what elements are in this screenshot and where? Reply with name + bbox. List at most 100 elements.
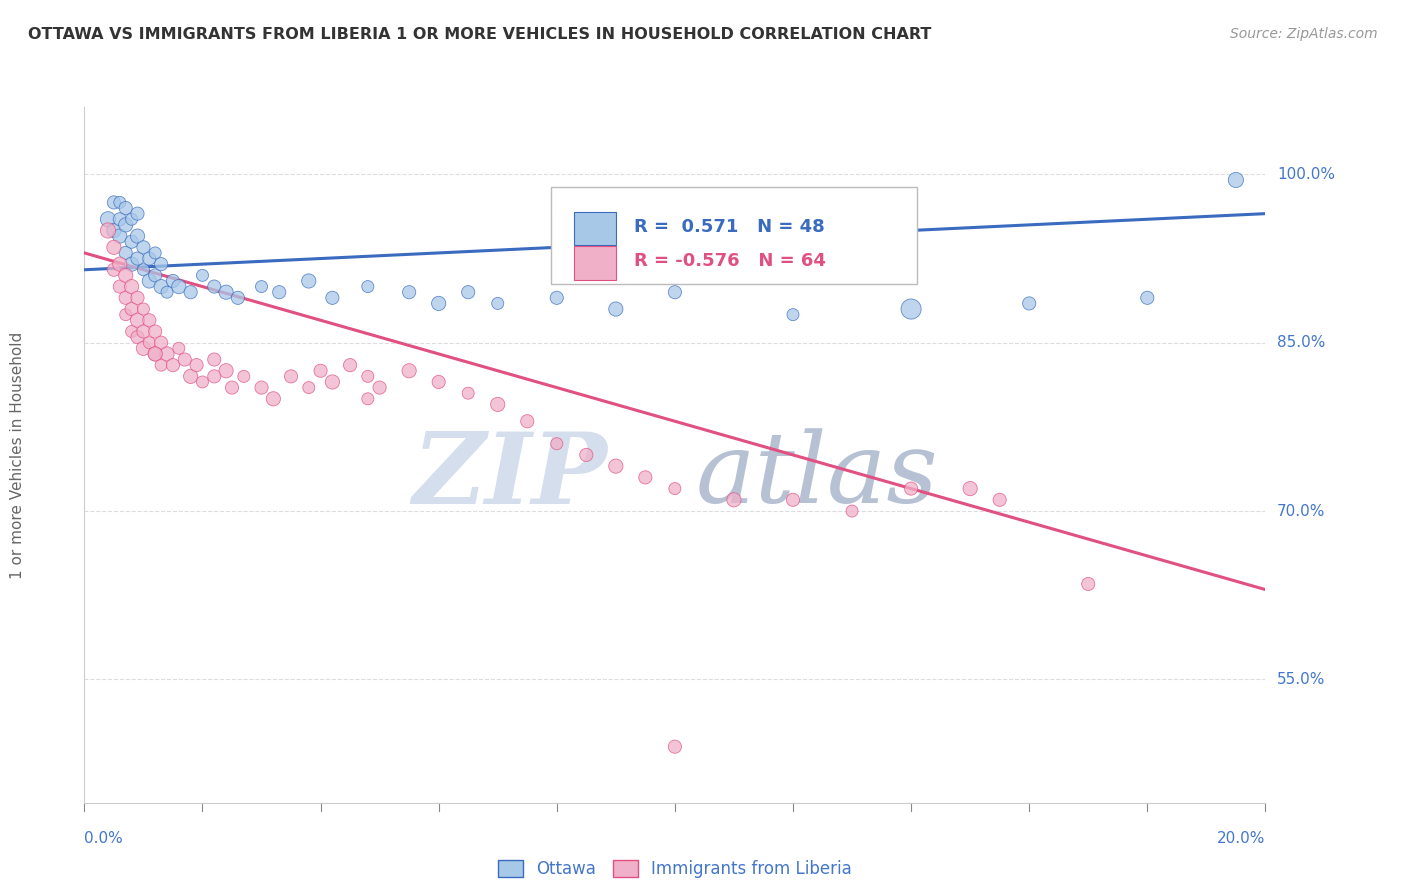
Point [1018,296,1040,310]
Text: OTTAWA VS IMMIGRANTS FROM LIBERIA 1 OR MORE VEHICLES IN HOUSEHOLD CORRELATION CH: OTTAWA VS IMMIGRANTS FROM LIBERIA 1 OR M… [28,27,932,42]
Text: R = -0.576   N = 64: R = -0.576 N = 64 [634,252,825,270]
Point [605,301,627,316]
Text: 70.0%: 70.0% [1277,503,1326,518]
Point [138,313,160,327]
Text: atlas: atlas [695,428,938,524]
Point [262,392,284,406]
Point [132,341,155,355]
Point [103,240,125,254]
Point [114,268,136,283]
Point [132,301,155,316]
Point [339,358,361,372]
Point [121,257,143,271]
Point [250,381,273,395]
Point [309,364,332,378]
Point [162,274,184,288]
Point [121,279,143,293]
Point [156,285,179,300]
FancyBboxPatch shape [551,187,917,285]
Point [398,364,420,378]
Point [191,268,214,283]
Point [121,325,143,339]
Point [114,246,136,260]
Point [186,358,208,372]
Text: Source: ZipAtlas.com: Source: ZipAtlas.com [1230,27,1378,41]
Point [269,285,291,300]
Point [321,375,343,389]
Bar [575,246,616,279]
Point [132,325,155,339]
Point [221,381,243,395]
Text: ZIP: ZIP [412,427,607,524]
Point [546,291,568,305]
Point [143,347,166,361]
Point [150,358,173,372]
Point [398,285,420,300]
Point [782,308,804,322]
Point [605,459,627,474]
Point [723,492,745,507]
Point [782,492,804,507]
Point [121,301,143,316]
Point [132,240,155,254]
Point [486,397,509,411]
Point [202,279,225,293]
Bar [575,211,616,245]
Point [173,352,195,367]
Point [900,482,922,496]
Point [202,369,225,384]
Point [988,492,1011,507]
Point [127,291,149,305]
Point [516,414,538,428]
Point [108,257,131,271]
Text: 100.0%: 100.0% [1277,167,1336,182]
Point [150,335,173,350]
Point [121,235,143,249]
Point [250,279,273,293]
Point [138,335,160,350]
Point [357,279,380,293]
Text: 0.0%: 0.0% [84,830,124,846]
Point [127,330,149,344]
Point [127,252,149,266]
Text: 1 or more Vehicles in Household: 1 or more Vehicles in Household [10,331,25,579]
Point [664,285,686,300]
Point [357,369,380,384]
Point [575,448,598,462]
Point [108,279,131,293]
Point [180,285,202,300]
Point [138,274,160,288]
Point [368,381,391,395]
Point [457,285,479,300]
Point [298,381,321,395]
Point [150,279,173,293]
Point [664,739,686,754]
Point [1136,291,1159,305]
Point [357,392,380,406]
Text: 85.0%: 85.0% [1277,335,1326,351]
Point [427,375,450,389]
Point [114,201,136,215]
Text: 20.0%: 20.0% [1218,830,1265,846]
Point [108,195,131,210]
Point [457,386,479,401]
Point [664,482,686,496]
Point [900,301,922,316]
Legend: Ottawa, Immigrants from Liberia: Ottawa, Immigrants from Liberia [491,854,859,885]
Point [180,369,202,384]
Point [215,364,238,378]
Point [127,207,149,221]
Point [215,285,238,300]
Point [97,223,120,237]
Point [150,257,173,271]
Text: R =  0.571   N = 48: R = 0.571 N = 48 [634,218,824,235]
Point [191,375,214,389]
Point [114,308,136,322]
Point [127,229,149,244]
Point [298,274,321,288]
Point [321,291,343,305]
Point [226,291,249,305]
Point [138,252,160,266]
Point [427,296,450,310]
Point [280,369,302,384]
